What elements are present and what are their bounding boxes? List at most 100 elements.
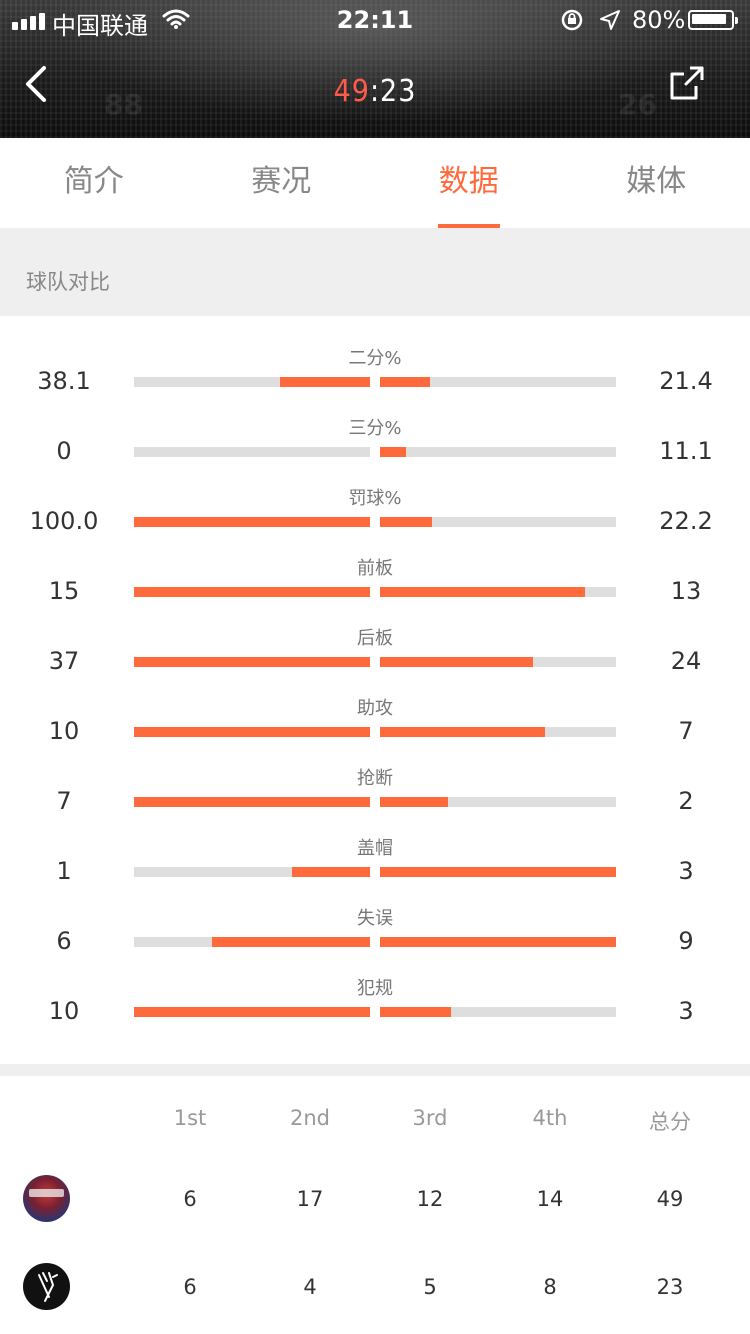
stat-right-value: 22.2	[659, 507, 713, 535]
stat-left-bar	[134, 447, 370, 457]
stat-bar-fill	[380, 1007, 451, 1017]
stat-right-bar	[380, 447, 616, 457]
score-separator: :	[369, 74, 381, 109]
stat-row: 前板 15 13	[0, 526, 750, 605]
stat-left-value: 6	[56, 927, 72, 955]
stat-left-value: 15	[48, 577, 80, 605]
stat-bar-fill	[380, 937, 616, 947]
status-time: 22:11	[336, 6, 414, 34]
home-q2-score: 17	[296, 1187, 324, 1211]
stat-row: 罚球% 100.0 22.2	[0, 456, 750, 535]
quarter-score-table: 1st 2nd 3rd 4th 总分 6 17 12 14 49 6 4 5 8…	[0, 1076, 750, 1334]
stat-left-bar	[134, 587, 370, 597]
home-score: 49	[333, 74, 370, 109]
wifi-icon	[162, 9, 190, 29]
stat-left-value: 37	[48, 647, 80, 675]
battery-percent: 80%	[632, 6, 686, 34]
stat-right-bar	[380, 517, 616, 527]
stat-bar-fill	[380, 727, 546, 737]
stat-label: 失误	[357, 908, 393, 929]
stat-left-value: 100.0	[29, 507, 99, 535]
stat-left-bar	[134, 797, 370, 807]
away-team-logo[interactable]	[23, 1263, 70, 1310]
stat-right-value: 2	[678, 787, 694, 815]
stat-bar-fill	[280, 377, 370, 387]
stat-row: 助攻 10 7	[0, 666, 750, 745]
section-divider	[0, 1064, 750, 1076]
stat-row: 失误 6 9	[0, 876, 750, 955]
stat-label: 犯规	[357, 978, 393, 999]
stat-left-bar	[134, 377, 370, 387]
battery-icon	[688, 10, 738, 30]
stat-row: 三分% 0 11.1	[0, 386, 750, 465]
stat-right-bar	[380, 377, 616, 387]
quarter-header-2nd: 2nd	[289, 1106, 330, 1130]
tab-live[interactable]: 赛况	[251, 164, 312, 199]
signal-icon	[12, 10, 45, 30]
game-score: 49:23	[0, 74, 750, 109]
stat-left-bar	[134, 727, 370, 737]
stat-left-bar	[134, 867, 370, 877]
away-q4-score: 8	[543, 1275, 557, 1299]
tab-media[interactable]: 媒体	[626, 164, 687, 199]
stat-bar-fill	[134, 517, 370, 527]
stat-right-value: 3	[678, 857, 694, 885]
tab-bar: 简介 赛况 数据 媒体	[0, 138, 750, 228]
stat-label: 抢断	[357, 768, 393, 789]
stat-bar-fill	[134, 657, 370, 667]
status-bar: 中国联通 22:11 80%	[0, 0, 750, 40]
away-score: 23	[380, 74, 417, 109]
stat-bar-fill	[134, 1007, 370, 1017]
stat-right-value: 24	[670, 647, 702, 675]
home-total-score: 49	[656, 1187, 684, 1211]
stat-bar-fill	[380, 657, 534, 667]
away-q2-score: 4	[303, 1275, 317, 1299]
section-header: 球队对比	[0, 228, 750, 316]
home-team-logo[interactable]	[23, 1175, 70, 1222]
stat-bar-fill	[380, 447, 406, 457]
stat-bar-fill	[292, 867, 370, 877]
stat-row: 后板 37 24	[0, 596, 750, 675]
stat-right-value: 13	[670, 577, 702, 605]
away-total-score: 23	[656, 1275, 684, 1299]
stat-label: 盖帽	[357, 838, 393, 859]
tab-intro[interactable]: 简介	[63, 164, 124, 199]
stat-right-bar	[380, 587, 616, 597]
tab-stats[interactable]: 数据	[375, 138, 563, 228]
away-team-logo-mark	[38, 1272, 58, 1302]
rotation-lock-icon	[561, 9, 583, 31]
share-button[interactable]	[666, 62, 708, 104]
back-button[interactable]	[18, 62, 58, 106]
stat-bar-fill	[380, 797, 449, 807]
stat-label: 二分%	[348, 348, 402, 369]
stat-bar-fill	[134, 587, 370, 597]
carrier-name: 中国联通	[52, 12, 148, 40]
stat-label: 前板	[357, 558, 393, 579]
stat-row: 盖帽 1 3	[0, 806, 750, 885]
stat-left-bar	[134, 657, 370, 667]
game-header: 88 26 中国联通 22:11 80% 49:23	[0, 0, 750, 138]
stat-bar-fill	[380, 587, 586, 597]
home-q3-score: 12	[416, 1187, 444, 1211]
background-ghost-number: 88	[104, 88, 143, 121]
stat-bar-fill	[380, 377, 430, 387]
home-q1-score: 6	[183, 1187, 197, 1211]
background-ghost-number: 26	[618, 88, 657, 121]
stat-left-value: 7	[56, 787, 72, 815]
home-q4-score: 14	[536, 1187, 564, 1211]
stat-right-bar	[380, 727, 616, 737]
stat-right-value: 11.1	[659, 437, 713, 465]
stat-right-bar	[380, 797, 616, 807]
stat-left-bar	[134, 937, 370, 947]
stat-left-value: 10	[48, 997, 80, 1025]
away-q1-score: 6	[183, 1275, 197, 1299]
quarter-header-1st: 1st	[173, 1106, 207, 1130]
quarter-header-4th: 4th	[532, 1106, 568, 1130]
stat-left-value: 10	[48, 717, 80, 745]
section-title: 球队对比	[26, 270, 110, 294]
stat-left-value: 38.1	[37, 367, 91, 395]
stat-right-value: 9	[678, 927, 694, 955]
stat-left-value: 0	[56, 437, 72, 465]
stat-row: 犯规 10 3	[0, 946, 750, 1025]
stat-left-value: 1	[56, 857, 72, 885]
